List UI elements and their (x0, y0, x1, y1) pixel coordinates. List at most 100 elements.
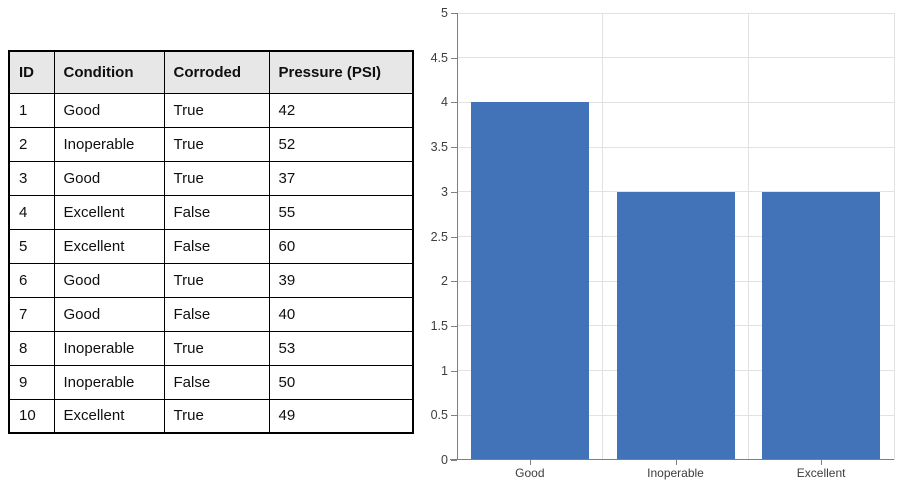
table-cell: 42 (268, 92, 414, 128)
table-cell: True (163, 92, 270, 128)
table-cell: 52 (268, 126, 414, 162)
table-header-row: ID Condition Corroded Pressure (PSI) (8, 50, 414, 94)
table-cell: 2 (8, 126, 55, 162)
y-axis-line (457, 13, 458, 460)
table-cell: Good (53, 160, 165, 196)
y-axis-tick-label: 4 (441, 95, 448, 110)
table-row: 2 Inoperable True 52 (8, 126, 414, 162)
table-cell: 55 (268, 194, 414, 230)
y-axis-tick (451, 281, 457, 283)
table-cell: 8 (8, 330, 55, 366)
table-row: 8 Inoperable True 53 (8, 330, 414, 366)
y-gridline (457, 101, 894, 103)
table-cell: 4 (8, 194, 55, 230)
table-row: 5 Excellent False 60 (8, 228, 414, 264)
table-cell: 49 (268, 398, 414, 434)
bar-chart: 0 0.5 1 1.5 2 2.5 3 3.5 4 4.5 5 Good Inoperable Excel… (420, 0, 904, 487)
table-cell: False (163, 194, 270, 230)
y-axis-tick (451, 415, 457, 417)
column-header: Condition (53, 50, 165, 94)
table-row: 7 Good False 40 (8, 296, 414, 332)
table-cell: 39 (268, 262, 414, 298)
y-axis-tick-label: 2.5 (430, 229, 448, 244)
y-axis-tick (451, 191, 457, 193)
table-cell: True (163, 398, 270, 434)
column-header: Pressure (PSI) (268, 50, 414, 94)
table-row: 3 Good True 37 (8, 160, 414, 196)
y-gridline (457, 146, 894, 148)
table-cell: 3 (8, 160, 55, 196)
bar-inoperable (616, 191, 735, 460)
y-axis-tick (451, 102, 457, 104)
table-cell: 53 (268, 330, 414, 366)
y-gridline (457, 57, 894, 59)
table-cell: 6 (8, 262, 55, 298)
table-cell: 1 (8, 92, 55, 128)
y-gridline (457, 191, 894, 193)
bar-excellent (762, 191, 881, 460)
table-cell: True (163, 262, 270, 298)
table-row: 10 Excellent True 49 (8, 398, 414, 434)
table-cell: Excellent (53, 194, 165, 230)
table-cell: Inoperable (53, 364, 165, 400)
pipe-records-table: ID Condition Corroded Pressure (PSI) 1 Good T… (8, 50, 414, 434)
column-header: ID (8, 50, 55, 94)
y-axis-tick (451, 13, 457, 14)
x-axis-category-label: Good (515, 466, 545, 480)
table-cell: True (163, 126, 270, 162)
y-axis-tick (451, 460, 457, 461)
y-axis-tick (451, 236, 457, 238)
table-cell: True (163, 330, 270, 366)
y-axis-tick (451, 57, 457, 59)
table-cell: Excellent (53, 398, 165, 434)
table-cell: 50 (268, 364, 414, 400)
x-axis-tick (529, 460, 531, 465)
y-axis-tick-label: 5 (441, 6, 448, 20)
table-cell: 9 (8, 364, 55, 400)
x-axis-tick (675, 460, 677, 465)
y-axis-tick-label: 3.5 (430, 140, 448, 155)
column-header: Corroded (163, 50, 270, 94)
table-cell: Good (53, 262, 165, 298)
y-axis-tick-label: 3 (441, 184, 448, 199)
bar-good (470, 102, 589, 460)
plot-area (450, 12, 895, 460)
table-cell: False (163, 364, 270, 400)
table-cell: 5 (8, 228, 55, 264)
table-row: 4 Excellent False 55 (8, 194, 414, 230)
table-cell: True (163, 160, 270, 196)
table-cell: Good (53, 296, 165, 332)
table-row: 9 Inoperable False 50 (8, 364, 414, 400)
table-row: 6 Good True 39 (8, 262, 414, 298)
y-axis-tick-label: 2 (441, 274, 448, 289)
x-axis-category-label: Excellent (796, 466, 846, 480)
x-axis-category-label: Inoperable (647, 466, 704, 480)
table-row: 1 Good True 42 (8, 92, 414, 128)
y-axis-tick (451, 325, 457, 327)
table-cell: False (163, 296, 270, 332)
y-axis-tick (451, 147, 457, 149)
table-cell: 37 (268, 160, 414, 196)
table-cell: False (163, 228, 270, 264)
table-cell: Inoperable (53, 126, 165, 162)
x-axis-tick (821, 460, 823, 465)
table-cell: Good (53, 92, 165, 128)
table-cell: 7 (8, 296, 55, 332)
y-axis-tick-label: 1 (441, 363, 448, 378)
y-axis-tick-label: 0 (441, 453, 448, 467)
table-cell: Excellent (53, 228, 165, 264)
y-axis-tick (451, 370, 457, 372)
y-gridline (457, 12, 894, 14)
y-axis-tick-label: 0.5 (430, 408, 448, 423)
y-axis-tick-label: 1.5 (430, 318, 448, 333)
x-axis-line (450, 459, 894, 460)
table-cell: 60 (268, 228, 414, 264)
x-gridline (747, 13, 749, 460)
table-cell: Inoperable (53, 330, 165, 366)
x-gridline (893, 13, 895, 460)
x-gridline (602, 13, 604, 460)
table-cell: 10 (8, 398, 55, 434)
table-header: ID Condition Corroded Pressure (PSI) (8, 50, 414, 94)
table-cell: 40 (268, 296, 414, 332)
